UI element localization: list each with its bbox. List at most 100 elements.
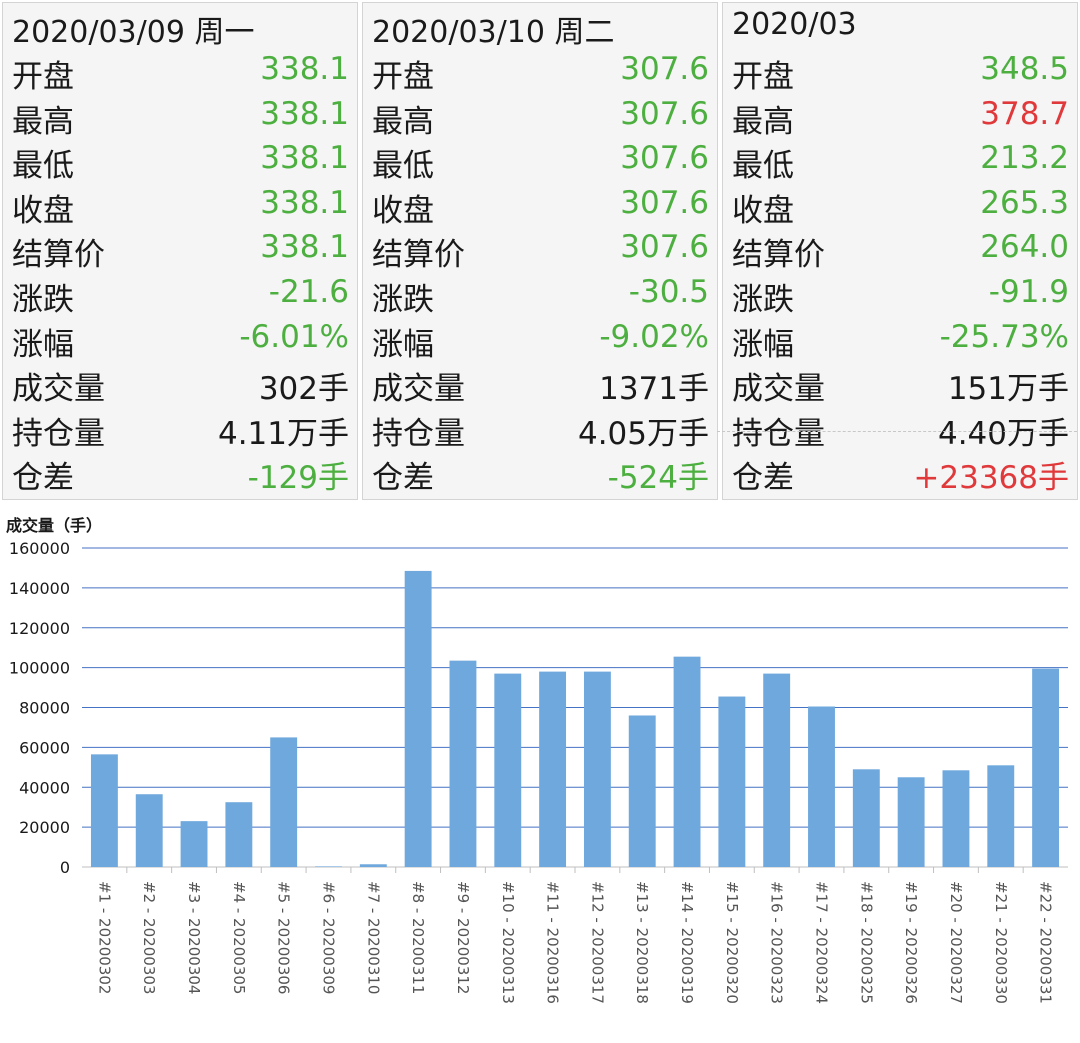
quote-value: 338.1	[260, 51, 349, 87]
quote-value: 338.1	[260, 229, 349, 266]
quote-row: 涨跌 -21.6	[12, 274, 349, 318]
quote-value: 378.7	[980, 95, 1069, 132]
quote-label: 结算价	[732, 237, 825, 274]
quote-row: 结算价 307.6	[372, 229, 709, 273]
quote-row: 成交量 1371手	[372, 363, 709, 407]
bar-13	[628, 715, 656, 867]
quote-value: 348.5	[980, 51, 1069, 87]
quote-label: 涨跌	[732, 282, 794, 318]
quote-value: 338.1	[260, 184, 349, 221]
quote-value: -9.02%	[599, 318, 709, 355]
quote-row: 最高 338.1	[12, 96, 349, 140]
bar-15	[718, 696, 746, 867]
bar-3	[180, 821, 208, 867]
quote-value: 307.6	[620, 51, 709, 87]
quote-value: 264.0	[980, 229, 1069, 266]
quote-label: 结算价	[12, 237, 105, 274]
bar-18	[852, 769, 880, 867]
quote-label: 最高	[12, 103, 74, 140]
quote-label: 成交量	[732, 371, 825, 408]
quote-label: 最低	[372, 148, 434, 185]
quote-label: 开盘	[372, 59, 434, 95]
quote-value: 338.1	[260, 95, 349, 132]
quote-row: 最低 213.2	[732, 140, 1069, 184]
quote-value: 302手	[258, 371, 349, 408]
quote-label: 最低	[12, 148, 74, 185]
bar-6	[315, 866, 342, 867]
quote-row: 涨幅 -6.01%	[12, 319, 349, 363]
panel-date: 2020/03	[732, 7, 857, 42]
bar-12	[583, 671, 611, 867]
quote-row: 最低 338.1	[12, 140, 349, 184]
quote-label: 持仓量	[732, 415, 825, 452]
quote-row: 仓差 -129手	[12, 452, 349, 496]
quote-label: 仓差	[372, 460, 434, 497]
quote-value: 338.1	[260, 140, 349, 177]
quote-row: 结算价 338.1	[12, 229, 349, 273]
x-tick-label: #22 - 20200331	[1037, 881, 1055, 1004]
x-tick-label: #7 - 20200310	[364, 881, 382, 994]
quote-value: 4.40万手	[937, 415, 1069, 452]
quote-label: 涨跌	[12, 282, 74, 318]
quote-row: 开盘 338.1	[12, 51, 349, 95]
chart-title: 成交量（手）	[6, 516, 102, 535]
y-tick-label: 100000	[9, 659, 70, 678]
bar-9	[449, 660, 477, 867]
y-tick-label: 120000	[9, 619, 70, 638]
quote-row: 开盘 348.5	[732, 51, 1069, 95]
quote-value: -524手	[607, 460, 709, 497]
panel-date: 2020/03/10 周二	[372, 15, 615, 50]
quote-label: 仓差	[12, 460, 74, 497]
quote-label: 结算价	[372, 237, 465, 274]
x-tick-label: #19 - 20200326	[902, 881, 920, 1004]
quote-row: 收盘 265.3	[732, 185, 1069, 229]
quote-value: -21.6	[268, 274, 349, 310]
x-tick-label: #13 - 20200318	[633, 881, 651, 1004]
quote-label: 开盘	[732, 59, 794, 95]
quote-value: 4.05万手	[577, 415, 709, 452]
quote-value: 307.6	[620, 140, 709, 177]
quote-row: 开盘 307.6	[372, 51, 709, 95]
quote-row: 涨幅 -9.02%	[372, 319, 709, 363]
quote-row: 仓差 +23368手	[732, 452, 1069, 496]
quote-label: 涨幅	[372, 326, 434, 363]
bar-10	[494, 673, 522, 867]
quote-value: -129手	[247, 460, 349, 497]
x-tick-label: #12 - 20200317	[588, 881, 606, 1004]
bar-4	[225, 802, 253, 867]
quote-label: 仓差	[732, 460, 794, 497]
x-tick-label: #17 - 20200324	[813, 881, 831, 1004]
y-tick-label: 0	[60, 858, 70, 877]
bar-19	[897, 777, 925, 867]
x-tick-label: #15 - 20200320	[723, 881, 741, 1004]
quote-row: 成交量 151万手	[732, 363, 1069, 407]
x-tick-label: #16 - 20200323	[768, 881, 786, 1004]
quote-row: 持仓量 4.11万手	[12, 408, 349, 452]
y-tick-label: 20000	[19, 818, 70, 837]
quote-row: 涨跌 -91.9	[732, 274, 1069, 318]
quote-row: 最高 307.6	[372, 96, 709, 140]
quote-row: 持仓量 4.40万手	[732, 408, 1069, 452]
bar-8	[404, 570, 432, 867]
quote-row: 成交量 302手	[12, 363, 349, 407]
x-tick-label: #21 - 20200330	[992, 881, 1010, 1004]
quote-label: 涨幅	[12, 326, 74, 363]
quote-value: 213.2	[980, 140, 1069, 177]
quote-label: 持仓量	[12, 415, 105, 452]
bar-21	[987, 765, 1015, 867]
quote-label: 持仓量	[372, 415, 465, 452]
x-tick-label: #4 - 20200305	[230, 881, 248, 994]
quote-panel-20200309: 2020/03/09 周一 开盘 338.1 最高 338.1 最低 338.1 收盘 338.…	[2, 2, 358, 500]
y-tick-label: 140000	[9, 579, 70, 598]
quote-label: 最低	[732, 148, 794, 185]
quote-row: 最低 307.6	[372, 140, 709, 184]
quote-value: 307.6	[620, 95, 709, 132]
x-tick-label: #2 - 20200303	[140, 881, 158, 994]
x-tick-label: #11 - 20200316	[544, 881, 562, 1004]
y-tick-label: 40000	[19, 778, 70, 797]
quote-value: 151万手	[947, 371, 1069, 408]
x-tick-label: #18 - 20200325	[857, 881, 875, 1004]
quote-value: -6.01%	[239, 318, 349, 355]
bar-16	[763, 673, 791, 867]
x-tick-label: #10 - 20200313	[499, 881, 517, 1004]
